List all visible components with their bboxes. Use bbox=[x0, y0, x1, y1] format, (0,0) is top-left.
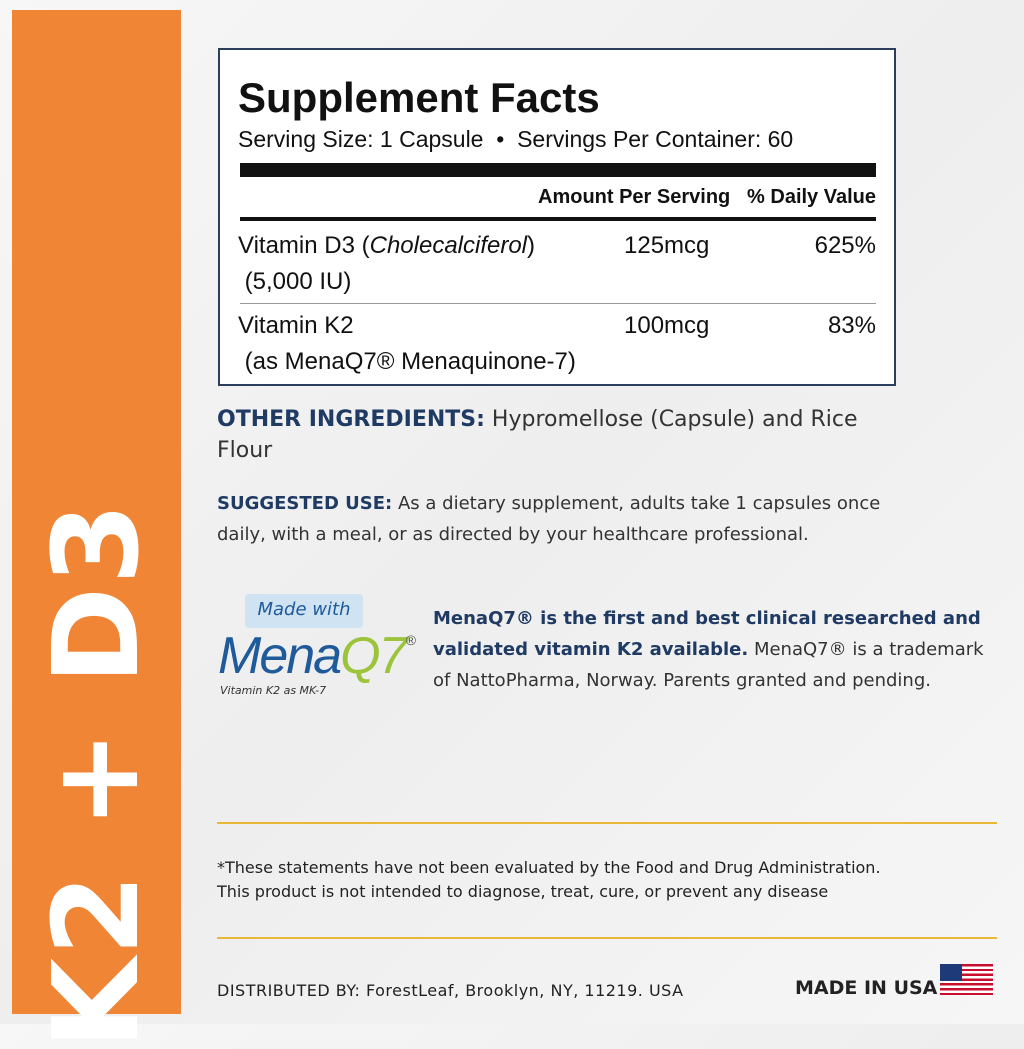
menaq7-logo: MenaQ7® bbox=[218, 627, 416, 685]
divider bbox=[217, 822, 997, 824]
side-banner bbox=[12, 10, 181, 1014]
divider bbox=[240, 163, 876, 177]
menaq7-description: MenaQ7® is the first and best clinical r… bbox=[433, 608, 984, 691]
divider bbox=[240, 303, 876, 304]
product-name: K2 + D3 bbox=[27, 500, 165, 1049]
col-dv: % Daily Value bbox=[747, 186, 876, 208]
divider bbox=[240, 217, 876, 221]
us-flag-icon bbox=[940, 964, 993, 995]
fda-disclaimer: *These statements have not been evaluate… bbox=[217, 858, 881, 901]
col-amount: Amount Per Serving bbox=[538, 186, 731, 208]
serving-info: Serving Size: 1 Capsule • Servings Per C… bbox=[238, 126, 794, 152]
logo-subtitle: Vitamin K2 as MK-7 bbox=[220, 684, 327, 697]
row-name: Vitamin K2 (as MenaQ7® Menaquinone-7) bbox=[238, 312, 576, 375]
suggested-use: SUGGESTED USE: As a dietary supplement, … bbox=[217, 493, 881, 545]
row-amount: 100mcg bbox=[624, 312, 710, 339]
facts-title: Supplement Facts bbox=[238, 74, 600, 121]
distributor: DISTRIBUTED BY: ForestLeaf, Brooklyn, NY… bbox=[217, 981, 684, 1000]
made-in-usa: MADE IN USA bbox=[795, 977, 938, 999]
other-ingredients: OTHER INGREDIENTS: Hypromellose (Capsule… bbox=[217, 407, 858, 463]
row-amount: 125mcg bbox=[624, 232, 710, 259]
row-dv: 625% bbox=[814, 232, 876, 259]
made-with-badge: Made with bbox=[245, 594, 363, 628]
supplement-facts-panel: Supplement Facts Serving Size: 1 Capsule… bbox=[218, 48, 896, 386]
row-name: Vitamin D3 (Cholecalciferol) (5,000 IU) bbox=[238, 232, 536, 295]
row-dv: 83% bbox=[827, 312, 876, 339]
divider bbox=[217, 937, 997, 939]
